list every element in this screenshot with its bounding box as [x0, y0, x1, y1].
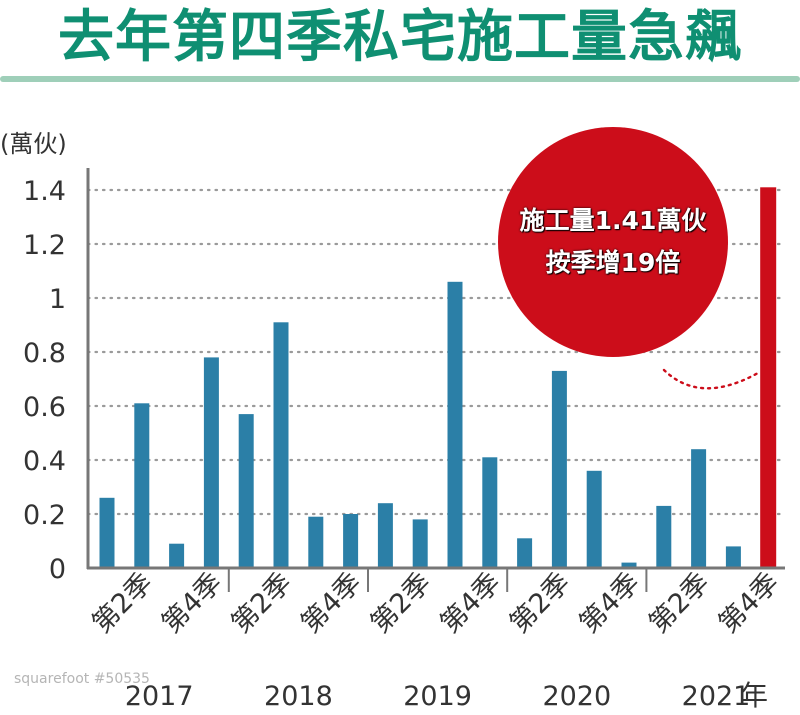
bars	[99, 187, 777, 569]
y-axis-unit-label: (萬伙)	[0, 130, 67, 158]
year-label: 2017	[125, 681, 194, 712]
quarter-tick-label: 第4季	[434, 567, 506, 639]
y-tick-label: 0.8	[23, 338, 66, 369]
quarter-tick-label: 第4季	[574, 567, 646, 639]
callout-connector	[662, 368, 760, 390]
highlight-callout: 施工量1.41萬伙 按季增19倍	[498, 127, 728, 357]
bar-highlight	[760, 187, 777, 569]
bar	[169, 543, 185, 568]
bar	[517, 538, 533, 568]
callout-line-2: 按季增19倍	[545, 248, 681, 277]
y-tick-label: 1.4	[23, 176, 66, 207]
chart-title: 去年第四季私宅施工量急飆	[58, 4, 742, 70]
bar	[621, 562, 637, 568]
watermark: squarefoot #50535	[14, 671, 150, 687]
year-label: 2018	[264, 681, 333, 712]
y-tick-label: 1	[49, 284, 66, 315]
quarter-tick-label: 第4季	[295, 567, 367, 639]
bar	[377, 503, 393, 568]
bar	[412, 519, 428, 568]
title-underline	[0, 76, 800, 82]
bar	[99, 497, 115, 568]
connector-line	[662, 368, 760, 390]
year-label: 2019	[403, 681, 472, 712]
bar	[203, 357, 219, 568]
year-suffix-label: 年	[740, 679, 768, 712]
axes	[86, 168, 785, 592]
bar	[134, 403, 150, 568]
y-tick-label: 0.2	[23, 500, 66, 531]
quarter-tick-label: 第4季	[713, 567, 785, 639]
y-tick-label: 1.2	[23, 230, 66, 261]
quarter-tick-label: 第4季	[156, 567, 228, 639]
quarter-tick-label: 第2季	[643, 567, 715, 639]
bar	[482, 457, 498, 568]
y-tick-label: 0.4	[23, 446, 66, 477]
bar	[238, 414, 254, 568]
year-label: 2021	[682, 681, 751, 712]
callout-line-1: 施工量1.41萬伙	[519, 206, 707, 235]
y-tick-label: 0	[49, 554, 66, 585]
year-label: 2020	[542, 681, 611, 712]
bar	[586, 470, 602, 568]
quarter-tick-label: 第2季	[226, 567, 298, 639]
bar	[273, 322, 289, 568]
bar	[691, 449, 707, 568]
quarter-tick-label: 第2季	[365, 567, 437, 639]
bar	[725, 546, 741, 568]
y-tick-labels: 0 0.2 0.4 0.6 0.8 1 1.2 1.4	[23, 176, 66, 585]
bar	[343, 514, 359, 568]
quarter-tick-label: 第2季	[86, 567, 158, 639]
bar	[656, 505, 672, 568]
bar	[551, 370, 567, 568]
quarter-tick-label: 第2季	[504, 567, 576, 639]
bar	[308, 516, 324, 568]
bar	[447, 281, 463, 568]
y-tick-label: 0.6	[23, 392, 66, 423]
